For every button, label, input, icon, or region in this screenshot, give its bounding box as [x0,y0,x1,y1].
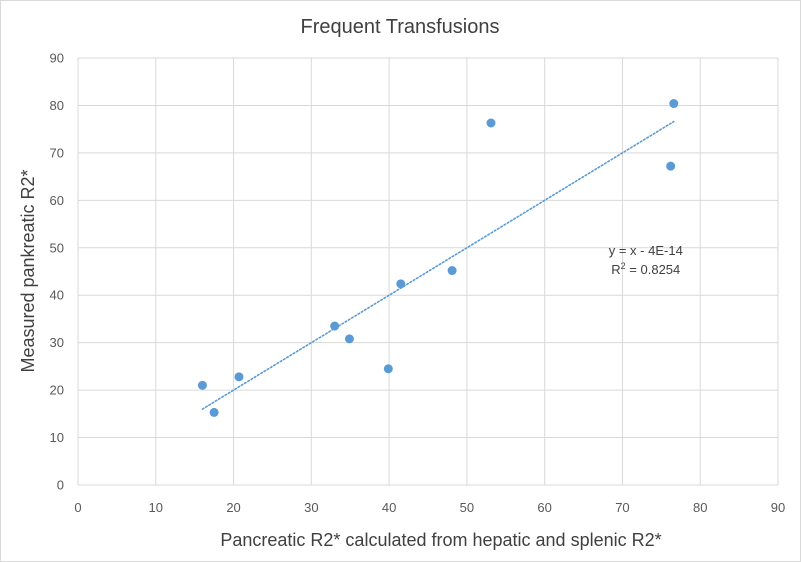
data-point [666,161,676,171]
data-point [486,118,496,128]
y-axis-tick-labels: 0 10 20 30 40 50 60 70 80 90 [50,51,64,493]
x-tick-label: 90 [771,500,785,515]
x-tick-label: 20 [226,500,240,515]
y-tick-label: 30 [50,335,64,350]
y-tick-label: 70 [50,145,64,160]
x-tick-label: 60 [537,500,551,515]
r2-superscript: 2 [621,261,626,271]
r2-suffix: = 0.8254 [626,262,681,277]
y-tick-label: 10 [50,430,64,445]
y-tick-label: 20 [50,383,64,398]
x-tick-label: 10 [149,500,163,515]
x-axis-title: Pancreatic R2* calculated from hepatic a… [220,530,661,550]
x-tick-label: 50 [460,500,474,515]
data-point [330,321,340,331]
trendline-equation: y = x - 4E-14 [609,243,683,258]
data-points [197,99,679,417]
data-point [447,266,457,276]
trendline-group [201,120,675,410]
x-tick-label: 30 [304,500,318,515]
data-point [234,372,244,382]
data-point [396,279,406,289]
x-axis-tick-labels: 0 10 20 30 40 50 60 70 80 90 [74,500,785,515]
trendline [201,120,675,410]
y-axis-title: Measured pankreatic R2* [18,169,38,372]
y-tick-label: 40 [50,288,64,303]
y-tick-label: 60 [50,193,64,208]
chart-title: Frequent Transfusions [301,16,500,38]
data-point [197,380,207,390]
x-tick-label: 70 [615,500,629,515]
x-tick-label: 80 [693,500,707,515]
y-tick-label: 80 [50,98,64,113]
data-point [344,334,354,344]
r2-prefix: R [611,262,620,277]
grid-lines [77,57,779,486]
data-point [209,407,219,417]
trendline-r-squared: R2 = 0.8254 [611,261,680,277]
x-tick-label: 0 [74,500,81,515]
data-point [383,364,393,374]
x-tick-label: 40 [382,500,396,515]
y-tick-label: 0 [57,478,64,493]
data-point [669,99,679,109]
y-tick-label: 50 [50,240,64,255]
y-tick-label: 90 [50,51,64,66]
